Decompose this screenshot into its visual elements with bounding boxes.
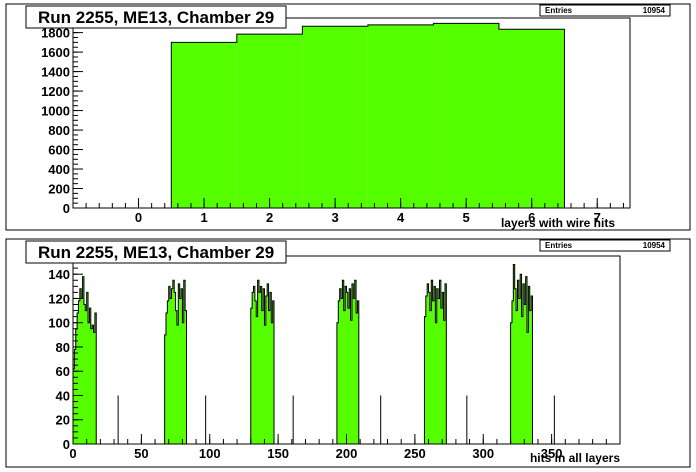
- top-entries-label: Entries: [545, 6, 573, 15]
- bottom-xtick-label-6: 300: [472, 446, 494, 461]
- top-xtick-label-3: 3: [332, 210, 339, 225]
- bottom-ytick-label-7: 140: [48, 267, 70, 282]
- top-plot-frame: [72, 17, 631, 209]
- top-entries-value: 10954: [643, 6, 666, 15]
- bottom-xtick-label-2: 100: [199, 446, 221, 461]
- bottom-ytick-label-5: 100: [48, 316, 70, 331]
- top-bar-0: [171, 42, 237, 208]
- top-xtick-label-4: 4: [397, 210, 405, 225]
- top-ytick-label-9: 1800: [41, 26, 70, 41]
- top-xtick-label-0: 0: [135, 210, 142, 225]
- top-title-box: [25, 5, 287, 29]
- bottom-burst-1: [164, 279, 188, 445]
- top-bar-5: [498, 29, 565, 209]
- top-xtick-label-2: 2: [266, 210, 273, 225]
- top-histogram-pad: 0 200 400 600 800 1000 1200 1400 1600 1800 0 1 2 3 4 5 6…: [5, 3, 691, 231]
- top-xtick-label-1: 1: [200, 210, 207, 225]
- top-stats-box: [539, 4, 671, 17]
- bottom-burst-4: [423, 279, 447, 445]
- top-ytick-label-6: 1200: [41, 84, 70, 99]
- top-xtick-label-6: 6: [528, 210, 535, 225]
- bottom-xtick-label-3: 150: [267, 446, 289, 461]
- top-histogram-outline: [170, 22, 565, 208]
- bottom-xtick-label-5: 250: [404, 446, 426, 461]
- bottom-xtick-label-1: 50: [134, 446, 148, 461]
- top-bar-3: [367, 24, 434, 209]
- bottom-ytick-label-3: 60: [56, 364, 70, 379]
- bottom-xtick-label-7: 350: [541, 446, 563, 461]
- bottom-plot-area: 0 20 40 60 80 100 120 140 0 50 100 150 200 250 300 350: [48, 255, 621, 461]
- bottom-ytick-label-0: 0: [63, 437, 70, 452]
- bottom-ytick-label-4: 80: [56, 340, 70, 355]
- top-plot-area: 0 200 400 600 800 1000 1200 1400 1600 1800 0 1 2 3 4 5 6…: [41, 17, 631, 225]
- top-xtick-label-7: 7: [594, 210, 601, 225]
- top-ytick-label-7: 1400: [41, 65, 70, 80]
- bottom-entries-value: 10954: [643, 241, 666, 250]
- top-ytick-label-8: 1600: [41, 45, 70, 60]
- top-ytick-label-0: 0: [63, 201, 70, 216]
- bottom-chart-title: Run 2255, ME13, Chamber 29: [38, 243, 274, 262]
- bottom-ytick-label-6: 120: [48, 291, 70, 306]
- bottom-title-box: [25, 240, 287, 264]
- bottom-ytick-label-2: 40: [56, 388, 70, 403]
- bottom-burst-3: [336, 279, 360, 445]
- top-bar-4: [433, 23, 499, 208]
- top-xtick-label-5: 5: [463, 210, 470, 225]
- top-bar-2: [302, 26, 368, 209]
- top-chart-title: Run 2255, ME13, Chamber 29: [38, 8, 274, 27]
- top-ytick-label-2: 400: [48, 162, 70, 177]
- bottom-xtick-label-4: 200: [336, 446, 358, 461]
- top-bar-1: [236, 34, 303, 209]
- top-ytick-label-4: 800: [48, 123, 70, 138]
- top-x-axis-label: layers with wire hits: [501, 216, 615, 230]
- bottom-burst-2: [250, 279, 275, 445]
- bottom-x-axis-label: hits in all layers: [530, 451, 620, 465]
- bottom-ytick-label-1: 20: [56, 413, 70, 428]
- bottom-entries-label: Entries: [545, 241, 573, 250]
- top-ytick-label-5: 1000: [41, 104, 70, 119]
- bottom-xtick-label-0: 0: [69, 446, 76, 461]
- bottom-burst-5: [510, 263, 533, 445]
- bottom-stats-box: [539, 239, 671, 252]
- top-ytick-label-1: 200: [48, 182, 70, 197]
- top-ytick-label-3: 600: [48, 143, 70, 158]
